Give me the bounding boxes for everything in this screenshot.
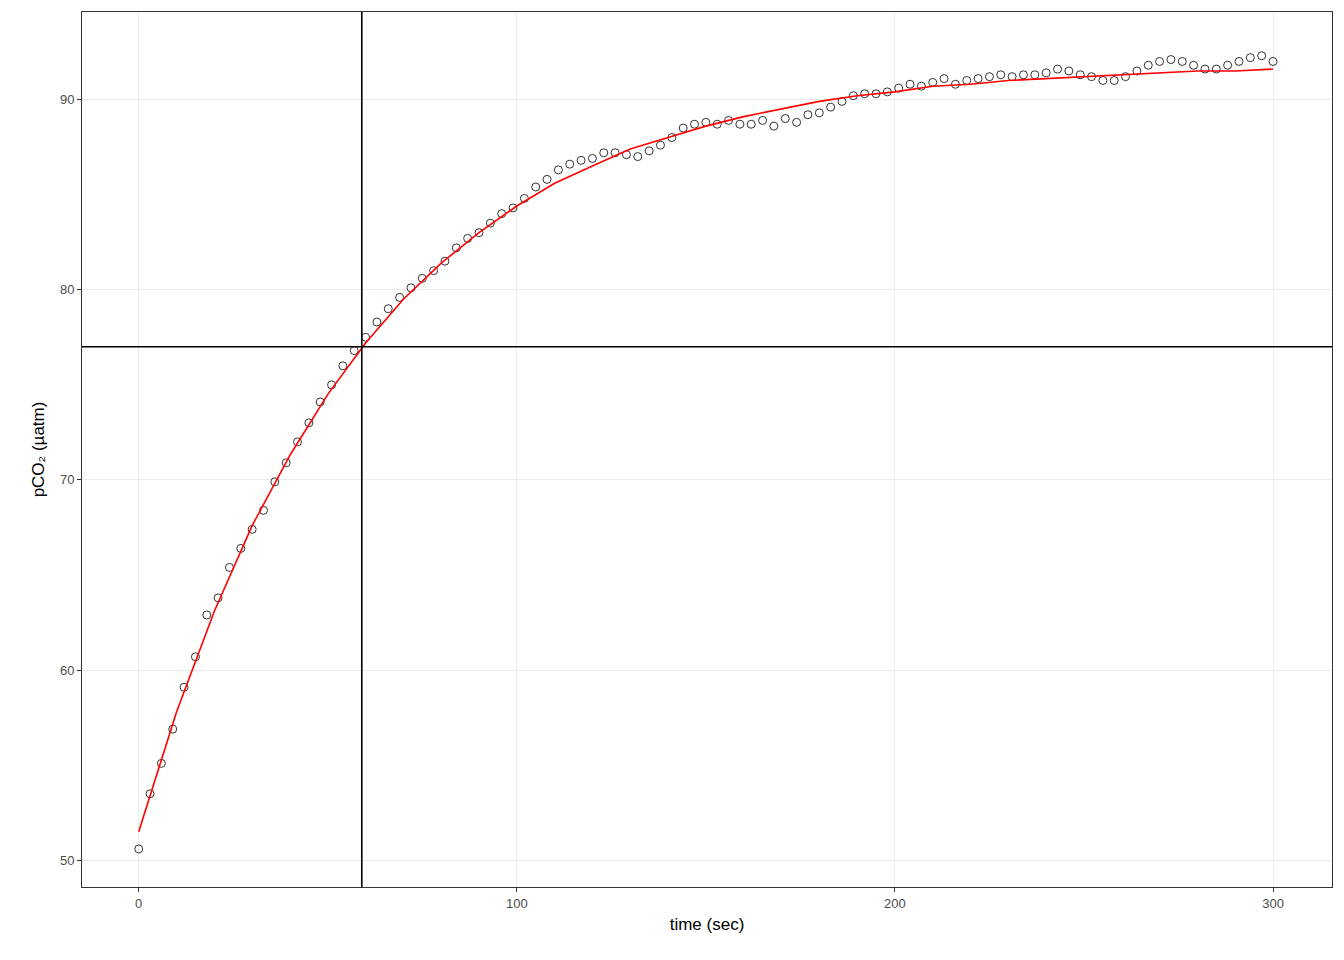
svg-text:pCO₂ (µatm): pCO₂ (µatm) bbox=[29, 402, 48, 498]
svg-text:0: 0 bbox=[135, 896, 142, 911]
svg-text:200: 200 bbox=[884, 896, 906, 911]
svg-text:50: 50 bbox=[60, 853, 74, 868]
svg-text:80: 80 bbox=[60, 282, 74, 297]
svg-text:90: 90 bbox=[60, 92, 74, 107]
svg-text:time (sec): time (sec) bbox=[670, 915, 745, 934]
svg-text:300: 300 bbox=[1262, 896, 1284, 911]
svg-text:70: 70 bbox=[60, 472, 74, 487]
svg-text:60: 60 bbox=[60, 663, 74, 678]
svg-text:100: 100 bbox=[506, 896, 528, 911]
